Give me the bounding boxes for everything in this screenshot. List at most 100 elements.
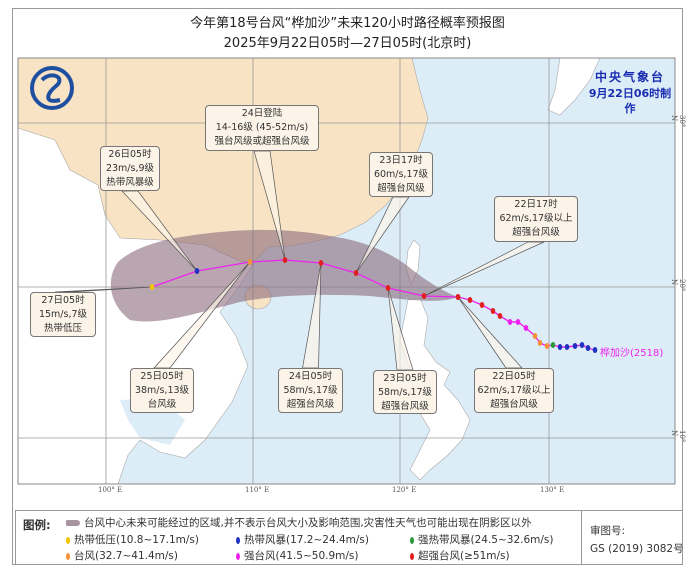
lon-label-110: 110° E	[245, 486, 270, 494]
forecast-annotation: 23日05时 58m/s,17级 超强台风级	[373, 370, 437, 414]
category-dot-icon	[66, 552, 70, 560]
legend-item-label: 强台风(41.5~50.9m/s)	[244, 550, 359, 562]
track-point	[550, 342, 556, 348]
track-point	[557, 344, 563, 350]
track-point	[467, 297, 473, 303]
track-point	[194, 268, 200, 274]
map-title: 今年第18号台风“桦加沙”未来120小时路径概率预报图	[190, 16, 505, 31]
legend-item-label: 强热带风暴(24.5~32.6m/s)	[418, 534, 554, 546]
forecast-annotation: 26日05时 23m/s,9级 热带风暴级	[100, 146, 160, 191]
cma-logo-icon	[30, 66, 74, 110]
forecast-annotation: 24日05时 58m/s,17级 超强台风级	[278, 368, 343, 413]
annotation-line: 27日05时	[41, 295, 85, 306]
annotation-line: 24日05时	[288, 371, 333, 382]
legend-item-label: 热带低压(10.8~17.1m/s)	[74, 534, 199, 546]
annotation-line: 超强台风级	[286, 399, 335, 410]
annotation-line: 58m/s,17级	[377, 387, 433, 398]
legend-cone-text: 台风中心未来可能经过的区域,并不表示台风大小及影响范围,灾害性天气也可能出现在阴…	[84, 517, 532, 529]
annotation-leader	[253, 150, 286, 261]
legend-item-label: 台风(32.7~41.4m/s)	[74, 550, 178, 562]
annotation-line: 58m/s,17级	[283, 385, 338, 396]
legend-divider	[581, 511, 582, 564]
track-point	[544, 343, 550, 349]
legend-item: 强热带风暴(24.5~32.6m/s)	[410, 532, 554, 547]
lon-label-100: 100° E	[98, 486, 123, 494]
annotation-line: 22日17时	[514, 199, 558, 210]
forecast-annotation: 22日17时 62m/s,17级以上 超强台风级	[494, 196, 578, 242]
category-dot-icon	[410, 552, 414, 560]
legend-item-label: 超强台风(≥51m/s)	[418, 550, 510, 562]
forecast-annotation: 24日登陆 14-16级 (45-52m/s) 强台风级或超强台风级	[205, 105, 319, 151]
forecast-annotation: 27日05时 15m/s,7级 热带低压	[30, 292, 96, 337]
forecast-annotation: 23日17时 60m/s,17级 超强台风级	[369, 152, 433, 197]
legend-cone-item: 台风中心未来可能经过的区域,并不表示台风大小及影响范围,灾害性天气也可能出现在阴…	[66, 515, 532, 530]
lon-label-120: 120° E	[392, 486, 417, 494]
map-subtitle: 2025年9月22日05时—27日05时(北京时)	[223, 36, 472, 51]
annotation-leader	[121, 190, 198, 272]
annotation-leader	[355, 196, 410, 274]
forecast-annotation: 25日05时 38m/s,13级 台风级	[130, 368, 194, 413]
annotation-line: 14-16级 (45-52m/s)	[215, 122, 309, 133]
legend-item: 超强台风(≥51m/s)	[410, 548, 510, 563]
cone-swatch-icon	[66, 520, 80, 526]
typhoon-name-label: 桦加沙(2518)	[600, 348, 664, 359]
legend-item: 台风(32.7~41.4m/s)	[66, 548, 178, 563]
track-point	[532, 333, 538, 339]
legend-heading: 图例:	[23, 518, 51, 532]
lat-label-20: 20° N	[670, 279, 686, 292]
annotation-line: 超强台风级	[377, 183, 425, 194]
map-border	[17, 57, 676, 485]
legend-item: 热带低压(10.8~17.1m/s)	[66, 532, 199, 547]
annotation-line: 热带低压	[43, 323, 82, 334]
track-point	[497, 313, 503, 319]
track-point	[385, 285, 391, 291]
lon-label-130: 130° E	[540, 486, 565, 494]
track-point	[282, 257, 288, 263]
track-point	[515, 319, 521, 325]
track-point	[318, 260, 324, 266]
agency-name: 中央气象台	[594, 70, 665, 84]
track-point	[149, 284, 155, 290]
annotation-line: 23m/s,9级	[105, 163, 155, 174]
forecast-annotation: 22日05时 62m/s,17级以上 超强台风级	[474, 368, 554, 413]
track-point	[537, 340, 543, 346]
annotation-leader	[423, 241, 545, 297]
approval-label: 审图号:	[590, 525, 626, 537]
issue-time: 9月22日06时制作	[588, 87, 672, 115]
track-point	[421, 293, 427, 299]
annotation-line: 23日17时	[379, 155, 423, 166]
annotation-line: 热带风暴级	[106, 177, 154, 188]
track-point	[564, 344, 570, 350]
annotation-line: 强台风级或超强台风级	[214, 136, 310, 147]
annotation-line: 22日05时	[492, 371, 536, 382]
track-point	[247, 259, 253, 265]
legend-item-label: 热带风暴(17.2~24.4m/s)	[244, 534, 369, 546]
annotation-line: 25日05时	[140, 371, 184, 382]
track-point	[353, 270, 359, 276]
annotation-line: 60m/s,17级	[373, 169, 429, 180]
track-point	[490, 308, 496, 314]
annotation-line: 23日05时	[383, 373, 427, 384]
annotation-line: 62m/s,17级以上	[499, 213, 573, 224]
track-point	[592, 347, 598, 353]
annotation-line: 62m/s,17级以上	[477, 385, 551, 396]
annotation-line: 26日05时	[108, 149, 152, 160]
probability-cone	[110, 229, 458, 322]
track-point	[455, 294, 461, 300]
lat-label-10: 10° N	[670, 430, 686, 443]
track-point	[523, 325, 529, 331]
lat-label-30: 30° N	[670, 115, 686, 128]
japan-land	[547, 58, 601, 116]
track-point	[585, 345, 591, 351]
annotation-line: 15m/s,7级	[38, 309, 88, 320]
approval-number: GS (2019) 3082号	[590, 543, 684, 555]
annotation-line: 38m/s,13级	[134, 385, 190, 396]
category-dot-icon	[410, 536, 414, 544]
track-point	[572, 343, 578, 349]
annotation-line: 超强台风级	[490, 399, 538, 410]
annotation-line: 超强台风级	[512, 227, 560, 238]
track-point	[579, 342, 585, 348]
legend-item: 热带风暴(17.2~24.4m/s)	[236, 532, 369, 547]
category-dot-icon	[236, 552, 240, 560]
